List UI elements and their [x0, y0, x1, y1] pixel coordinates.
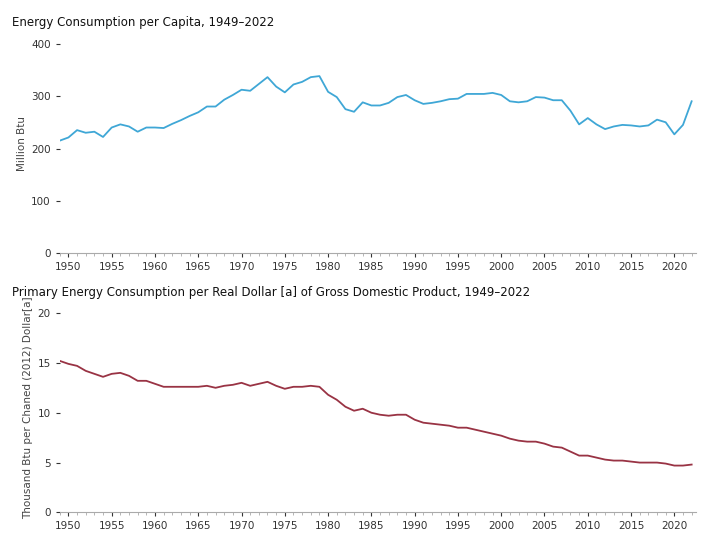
Y-axis label: Thousand Btu per Chaned (2012) Dollar[a]: Thousand Btu per Chaned (2012) Dollar[a] [23, 296, 33, 519]
Text: Energy Consumption per Capita, 1949–2022: Energy Consumption per Capita, 1949–2022 [12, 16, 274, 29]
Y-axis label: Million Btu: Million Btu [17, 116, 27, 171]
Text: Primary Energy Consumption per Real Dollar [a] of Gross Domestic Product, 1949–2: Primary Energy Consumption per Real Doll… [12, 286, 530, 299]
